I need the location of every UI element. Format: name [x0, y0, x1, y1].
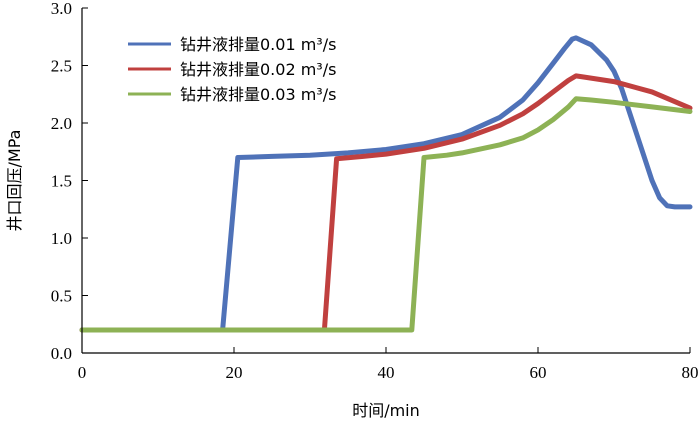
y-tick-label: 1.5 — [51, 172, 72, 191]
x-ticks: 0 20 40 60 80 — [78, 347, 699, 382]
legend-label-3: 钻井液排量0.03 m³/s — [180, 85, 336, 104]
y-ticks: 0.0 0.5 1.0 1.5 2.0 2.5 3.0 — [51, 0, 88, 363]
x-tick-label: 60 — [530, 363, 547, 382]
legend-label-1: 钻井液排量0.01 m³/s — [180, 35, 336, 54]
legend-label-2: 钻井液排量0.02 m³/s — [180, 60, 336, 79]
y-tick-label: 0.0 — [51, 344, 72, 363]
x-tick-label: 0 — [78, 363, 87, 382]
axes-layer — [81, 8, 690, 354]
series-layer — [79, 35, 693, 333]
x-axis-title: 时间/min — [352, 401, 420, 420]
series-line-2 — [79, 73, 693, 333]
legend: 钻井液排量0.01 m³/s 钻井液排量0.02 m³/s 钻井液排量0.03 m³… — [128, 35, 336, 104]
y-tick-label: 1.0 — [51, 229, 72, 248]
x-tick-label: 40 — [378, 363, 395, 382]
series-line-1 — [79, 35, 693, 333]
x-tick-label: 80 — [682, 363, 699, 382]
y-tick-label: 0.5 — [51, 287, 72, 306]
series-line-3 — [79, 96, 693, 333]
y-tick-label: 2.5 — [51, 57, 72, 76]
y-axis-title: 井口回压/MPa — [5, 130, 24, 232]
x-tick-label: 20 — [226, 363, 243, 382]
y-tick-label: 3.0 — [51, 0, 72, 18]
y-tick-label: 2.0 — [51, 114, 72, 133]
